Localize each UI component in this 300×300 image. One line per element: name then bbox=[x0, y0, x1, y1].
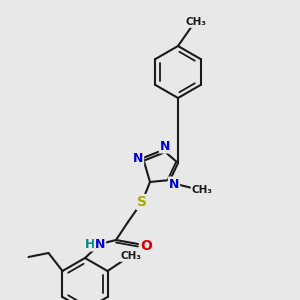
Text: N: N bbox=[133, 152, 143, 164]
Text: CH₃: CH₃ bbox=[191, 185, 212, 195]
Text: O: O bbox=[140, 239, 152, 253]
Text: H: H bbox=[85, 238, 95, 250]
Text: S: S bbox=[137, 195, 147, 209]
Text: N: N bbox=[95, 238, 105, 250]
Text: N: N bbox=[169, 178, 179, 190]
Text: N: N bbox=[160, 140, 170, 152]
Text: CH₃: CH₃ bbox=[185, 17, 206, 27]
Text: CH₃: CH₃ bbox=[120, 251, 141, 261]
